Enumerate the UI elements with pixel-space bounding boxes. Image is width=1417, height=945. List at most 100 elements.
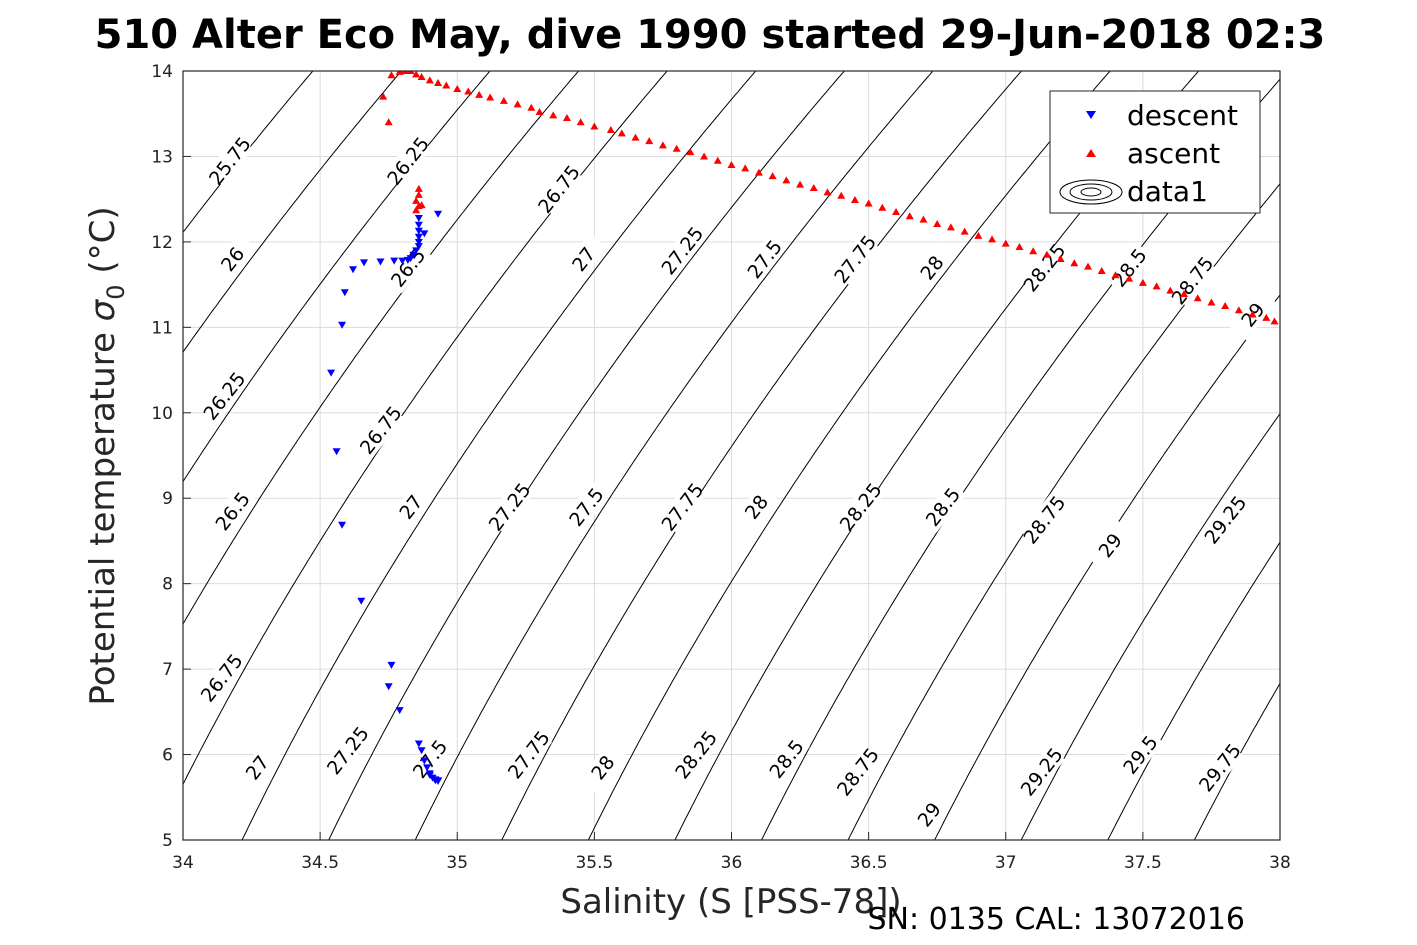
- descent-marker: [414, 238, 423, 246]
- descent-marker: [349, 266, 358, 274]
- ascent-marker: [741, 164, 750, 172]
- ascent-marker: [576, 118, 585, 126]
- contour-label-bg: [1105, 241, 1153, 294]
- ascent-marker: [1111, 271, 1120, 279]
- isopycnal-line: [1193, 682, 1280, 840]
- legend-box: [1049, 90, 1261, 214]
- contour-label-bg: [208, 485, 256, 537]
- y-tick-label: 13: [151, 147, 173, 167]
- ascent-marker: [617, 129, 626, 137]
- contour-label-bg: [658, 224, 706, 277]
- x-tick-label: 37.5: [1124, 853, 1162, 873]
- ascent-marker: [700, 152, 709, 160]
- isopycnal-line: [847, 182, 1280, 840]
- y-tick-label: 9: [162, 489, 173, 509]
- y-tick-label: 6: [162, 746, 173, 766]
- ascent-marker: [387, 71, 396, 79]
- contour-label-bg: [1017, 745, 1065, 798]
- isopycnal-line: [501, 71, 1023, 840]
- contour-label-bg: [535, 163, 583, 215]
- x-tick-label: 38: [1269, 853, 1291, 873]
- ascent-marker: [475, 90, 484, 98]
- legend: descent ascent data1: [1049, 90, 1261, 214]
- contour-label-bg: [1168, 254, 1216, 307]
- contour-label-bg: [1020, 241, 1068, 294]
- ascent-marker: [1138, 278, 1147, 286]
- isopycnal-line: [1020, 412, 1280, 840]
- y-axis-label-sigma: σ: [83, 298, 123, 321]
- ascent-marker: [1262, 313, 1271, 321]
- ascent-marker: [933, 219, 942, 227]
- descent-marker: [414, 740, 423, 748]
- ascent-marker: [809, 184, 818, 192]
- legend-ascent-marker: [1086, 149, 1096, 157]
- descent-marker: [414, 221, 423, 229]
- descent-marker: [425, 772, 434, 780]
- descent-marker: [398, 257, 407, 265]
- descent-marker: [417, 747, 426, 755]
- descent-marker: [420, 757, 429, 765]
- ascent-marker: [1221, 301, 1230, 309]
- descent-marker: [376, 258, 385, 266]
- ascent-marker: [434, 78, 443, 86]
- descent-marker: [338, 321, 347, 329]
- contour-label-bg: [1196, 741, 1244, 794]
- isopycnal-line: [587, 71, 1111, 840]
- descent-marker: [414, 214, 423, 222]
- contour-label-bg: [559, 233, 607, 285]
- legend-contour-icon: [1059, 179, 1123, 205]
- ascent-marker: [1270, 317, 1279, 325]
- descent-marker: [431, 776, 440, 784]
- ascent-marker: [672, 144, 681, 152]
- ascent-marker: [1180, 290, 1189, 298]
- ascent-marker: [384, 118, 393, 126]
- ascent-marker: [412, 71, 421, 78]
- ascent-marker: [1125, 274, 1134, 282]
- descent-marker: [390, 257, 399, 265]
- contour-label-bg: [919, 481, 967, 533]
- ascent-marker: [1042, 250, 1051, 258]
- ascent-marker: [549, 111, 558, 119]
- ascent-marker: [1097, 266, 1106, 274]
- ascent-marker: [974, 231, 983, 239]
- x-tick-label: 36.5: [850, 853, 888, 873]
- contour-label-bg: [208, 233, 256, 285]
- x-tick-label: 34.5: [301, 853, 339, 873]
- ascent-marker: [713, 156, 722, 164]
- descent-marker: [414, 243, 423, 251]
- ascent-marker: [527, 103, 536, 111]
- contour-label-bg: [384, 241, 432, 294]
- ascent-marker: [1193, 294, 1202, 302]
- y-axis-label-unit: (°C): [83, 206, 123, 284]
- descent-marker: [332, 448, 341, 456]
- y-tick-label: 10: [151, 404, 173, 424]
- descent-marker: [357, 597, 366, 605]
- ascent-marker: [631, 133, 640, 141]
- ascent-marker: [988, 235, 997, 243]
- y-tick-label: 14: [151, 62, 173, 82]
- ascent-marker: [658, 141, 667, 149]
- ascent-marker: [406, 71, 415, 74]
- ascent-marker: [1234, 306, 1243, 314]
- ascent-marker: [1166, 286, 1175, 294]
- ascent-marker: [442, 81, 451, 89]
- y-axis-ticks: 5 6 7 8 9 10 11 12 13 14: [151, 62, 191, 851]
- contour-label-bg: [357, 404, 404, 456]
- ascent-marker: [417, 72, 426, 80]
- y-tick-label: 5: [162, 831, 173, 851]
- ascent-marker: [878, 203, 887, 211]
- isopycnal-line: [183, 71, 403, 353]
- isopycnal-line: [183, 71, 580, 625]
- contour-label-bg: [836, 481, 884, 533]
- descent-marker: [340, 289, 349, 297]
- ascent-marker: [425, 76, 434, 84]
- descent-marker: [387, 661, 396, 669]
- x-axis-label: Salinity (S [PSS-78]): [560, 882, 901, 922]
- legend-ascent-label: ascent: [1127, 137, 1220, 170]
- ascent-marker: [850, 196, 859, 204]
- contour-label-bg: [384, 135, 432, 187]
- contour-label-bg: [206, 135, 254, 187]
- ascent-marker: [1029, 247, 1038, 255]
- y-tick-label: 11: [151, 318, 173, 338]
- contour-label-bg: [658, 481, 706, 533]
